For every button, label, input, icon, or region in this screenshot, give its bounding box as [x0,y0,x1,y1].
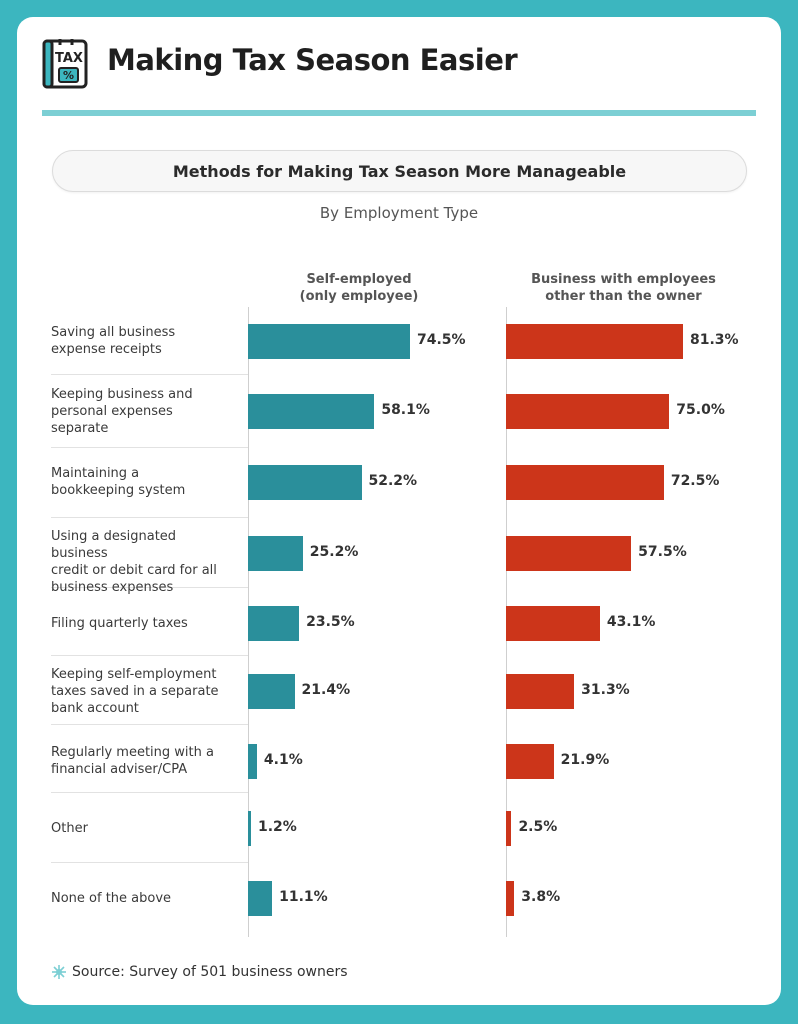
data-label: 81.3% [690,332,739,348]
footer: Source: Survey of 501 business owners [52,964,348,980]
data-label: 72.5% [670,473,720,489]
bar [506,324,683,359]
bar [248,811,251,846]
data-label: 21.4% [301,682,351,698]
series-header-line: Business with employees [531,272,716,287]
sun-burst-icon [52,965,66,979]
row-separator [51,374,248,375]
category-label: Maintaining a bookkeeping system [51,466,186,498]
category-label: Saving all business expense receipts [51,325,176,357]
row-separator [51,517,248,518]
series-header-line: Self-employed [306,272,412,287]
data-label: 4.1% [263,752,303,768]
data-label: 57.5% [638,544,687,560]
series-header-line: other than the owner [545,289,702,304]
bar [506,811,512,846]
data-label: 43.1% [606,614,656,630]
chart-title-pill: Methods for Making Tax Season More Manag… [52,150,747,192]
tax-icon-text: TAX [55,51,83,66]
data-label: 58.1% [381,402,430,418]
category-label: Keeping business and personal expenses sep… [51,386,193,436]
row-separator [51,587,248,588]
row-separator [51,655,248,656]
chart-subtitle: By Employment Type [319,204,479,222]
source-note: Source: Survey of 501 business owners [72,964,348,980]
series-header-business: Business with employees other than the o… [507,271,740,305]
bar [506,674,575,709]
data-label: 31.3% [581,682,630,698]
data-label: 3.8% [521,889,561,905]
data-label: 52.2% [368,473,418,489]
data-label: 25.2% [309,544,359,560]
header: TAX % Making Tax Season Easier [17,17,781,117]
data-label: 21.9% [560,752,610,768]
bar [248,674,295,709]
category-label: Regularly meeting with a financial advise… [51,745,214,777]
bar [506,606,600,641]
page-title: Making Tax Season Easier [107,43,518,77]
bar [248,881,273,916]
tax-book-icon: TAX % [42,39,88,89]
data-label: 11.1% [279,889,328,905]
bar [248,324,410,359]
category-label: Using a designated business credit or deb… [51,528,217,595]
category-label: Filing quarterly taxes [51,615,188,631]
data-label: 74.5% [417,332,466,348]
category-label: Other [51,820,88,836]
data-label: 2.5% [518,819,558,835]
series-header-line: (only employee) [299,289,419,304]
data-label: 1.2% [258,819,297,835]
bar [506,744,554,779]
bar [506,536,632,571]
series-header-self-employed: Self-employed (only employee) [249,271,469,305]
row-separator [51,724,248,725]
infographic-card: TAX % Making Tax Season Easier Methods f… [17,17,781,1005]
bar [506,394,670,429]
bar [248,606,300,641]
bar [506,465,664,500]
header-rule [42,110,756,116]
chart-rows: Saving all business expense receipts Keepi… [17,17,781,1005]
category-label: None of the above [51,890,172,906]
tax-icon-symbol: % [63,69,74,82]
category-label: Keeping self-employment taxes saved in a … [51,666,219,716]
bar [248,744,257,779]
chart-title: Methods for Making Tax Season More Manag… [172,161,627,181]
row-separator [51,862,248,863]
data-label: 75.0% [676,402,725,418]
data-label: 23.5% [306,614,355,630]
bar [248,394,375,429]
bar [506,881,515,916]
row-separator [51,447,248,448]
bar [248,465,362,500]
bar [248,536,303,571]
row-separator [51,792,248,793]
